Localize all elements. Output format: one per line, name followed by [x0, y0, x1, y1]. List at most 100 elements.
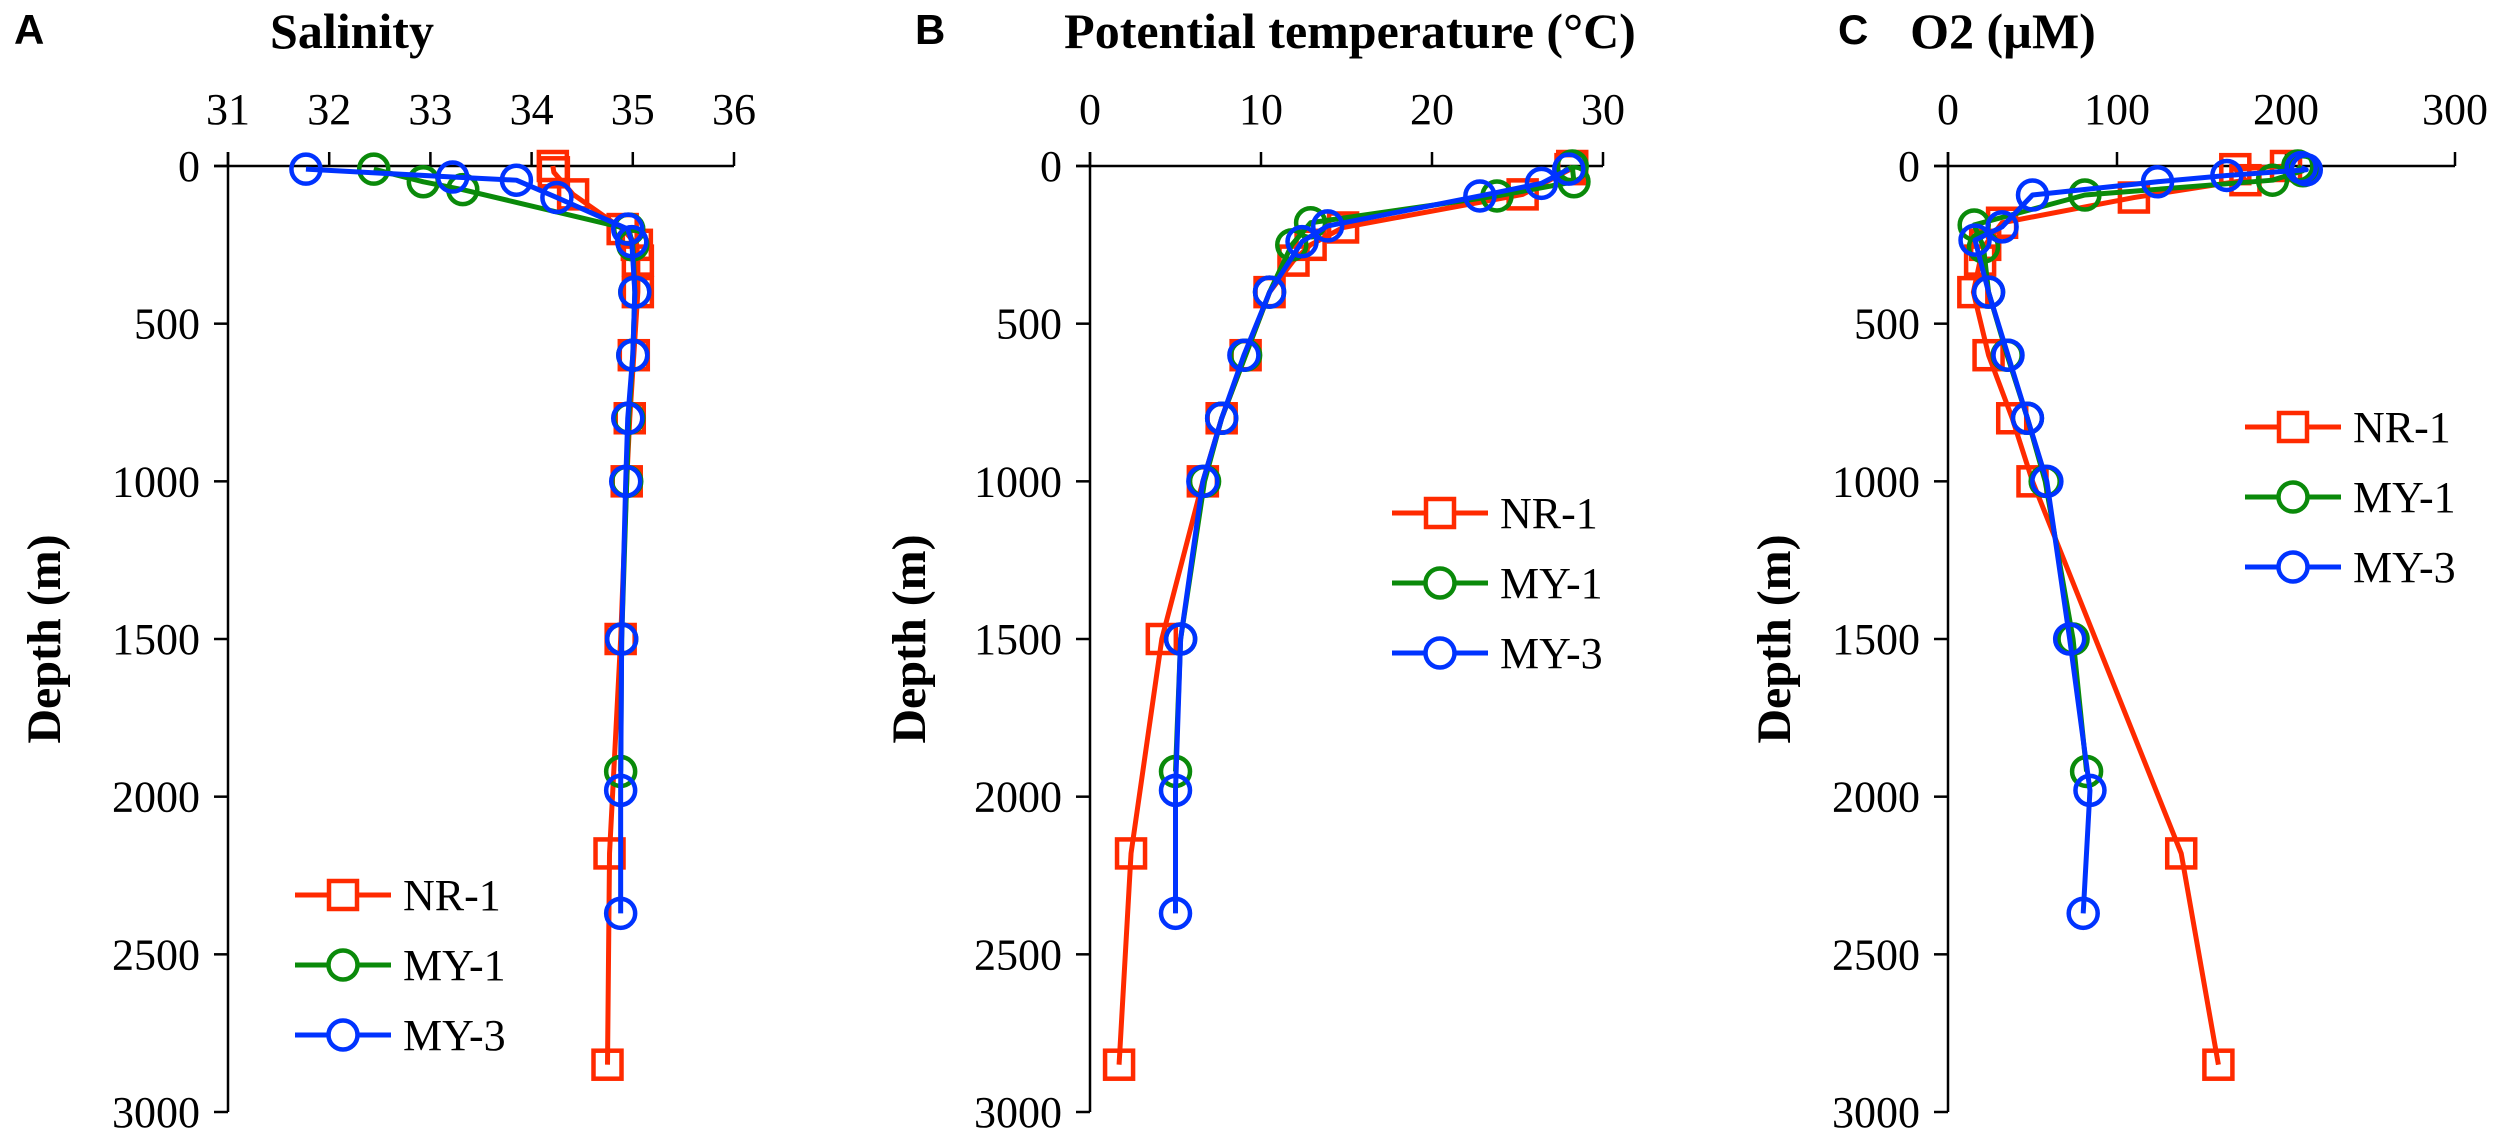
legend: NR-1 MY-1 MY-3 — [295, 871, 506, 1060]
legend-item: MY-3 — [2245, 543, 2456, 592]
x-tick-label: 36 — [712, 85, 756, 134]
legend: NR-1 MY-1 MY-3 — [1392, 489, 1603, 678]
panel-letter: C — [1838, 6, 1868, 53]
series-nr-1 — [1102, 149, 1589, 1081]
series-line — [1173, 166, 1570, 914]
data-point-circle — [603, 896, 638, 931]
x-tick-label: 100 — [2084, 85, 2150, 134]
data-point-square — [537, 156, 571, 189]
data-point-circle — [1158, 773, 1193, 808]
legend-item: NR-1 — [2245, 403, 2451, 452]
data-point-circle — [2015, 178, 2050, 212]
legend-item: MY-3 — [1392, 629, 1603, 678]
panel-b: B Potential temperature (°C) Depth (m) 0 10 2… — [883, 3, 1636, 1137]
y-tick-label: 2000 — [1832, 773, 1920, 822]
legend-circle-marker — [2276, 550, 2310, 584]
series-line — [1173, 165, 1577, 772]
data-point-circle — [1285, 224, 1319, 259]
legend-item: MY-1 — [1392, 559, 1603, 608]
data-point-circle — [2066, 896, 2100, 931]
data-point-circle — [289, 152, 323, 186]
series-line — [373, 166, 638, 772]
panel-c: C O2 (µM)Depth (m)0 100 200 3000500100015002… — [1748, 3, 2488, 1137]
data-point-circle — [1555, 149, 1589, 183]
legend-label: NR-1 — [403, 871, 501, 920]
data-point-circle — [2073, 773, 2107, 808]
series-my-3 — [1158, 152, 1586, 931]
data-point-circle — [2052, 622, 2087, 656]
y-axis-label: Depth (m) — [883, 534, 936, 743]
legend-label: MY-3 — [1500, 629, 1603, 678]
x-tick-label: 35 — [611, 85, 655, 134]
series-my-3 — [1958, 150, 2324, 931]
data-point-square — [2202, 1048, 2235, 1081]
x-tick-label: 0 — [1937, 85, 1959, 134]
legend-label: MY-1 — [1500, 559, 1603, 608]
data-point-circle — [499, 163, 534, 197]
panel-title: O2 (µM) — [1910, 3, 2096, 59]
data-point-circle — [604, 622, 639, 656]
y-tick-label: 500 — [134, 300, 200, 349]
data-point-square — [1114, 837, 1148, 870]
x-tick-label: 0 — [1079, 85, 1101, 134]
y-tick-label: 3000 — [112, 1088, 200, 1137]
legend-item: MY-1 — [2245, 473, 2456, 522]
legend-circle-marker — [326, 1018, 360, 1052]
legend-label: NR-1 — [1500, 489, 1598, 538]
data-point-circle — [1204, 401, 1239, 436]
data-point-circle — [2140, 165, 2175, 199]
series-my-3 — [289, 152, 652, 931]
y-tick-label: 500 — [996, 300, 1062, 349]
y-tick-label: 0 — [1898, 142, 1920, 191]
y-tick-label: 1000 — [974, 457, 1062, 506]
y-tick-label: 2000 — [974, 773, 1062, 822]
data-point-circle — [1524, 166, 1559, 201]
series-line — [1970, 163, 2287, 1066]
y-tick-label: 0 — [1040, 142, 1062, 191]
data-point-circle — [610, 401, 645, 436]
data-point-circle — [603, 773, 638, 808]
data-point-circle — [2010, 401, 2045, 436]
panel-a: A Salinity Depth (m) 31 32 33 34 35 36 0 500 1000 15… — [14, 3, 756, 1137]
y-tick-label: 3000 — [974, 1088, 1062, 1137]
data-point-square — [1145, 622, 1179, 656]
series-my-1 — [356, 152, 652, 789]
x-tick-label: 33 — [408, 85, 452, 134]
legend-circle-marker — [1423, 636, 1457, 670]
data-point-square — [1963, 244, 1997, 277]
x-tick-label: 32 — [307, 85, 351, 134]
legend: NR-1 MY-1 MY-3 — [2245, 403, 2456, 592]
series-my-1 — [1158, 149, 1591, 789]
data-point-circle — [540, 180, 574, 215]
series-nr-1 — [1957, 149, 2303, 1081]
data-point-circle — [615, 224, 649, 259]
legend-circle-marker — [2276, 480, 2310, 514]
data-point-circle — [1971, 275, 2006, 309]
data-point-square — [593, 837, 626, 870]
panel-title: Salinity — [270, 3, 434, 59]
data-point-circle — [2255, 163, 2290, 197]
y-tick-label: 0 — [178, 142, 200, 191]
data-point-circle — [1463, 179, 1497, 213]
data-point-circle — [1158, 896, 1193, 931]
x-tick-label: 34 — [510, 85, 554, 134]
legend-label: NR-1 — [2353, 403, 2451, 452]
y-tick-label: 3000 — [1832, 1088, 1920, 1137]
y-tick-label: 2500 — [112, 930, 200, 979]
data-point-circle — [435, 160, 470, 194]
x-tick-label: 300 — [2422, 85, 2488, 134]
legend-label: MY-3 — [403, 1011, 506, 1060]
y-tick-label: 500 — [1854, 300, 1920, 349]
data-point-circle — [2030, 464, 2064, 499]
x-tick-label: 30 — [1581, 85, 1625, 134]
y-axis-label: Depth (m) — [1748, 534, 1801, 743]
data-point-circle — [1163, 622, 1198, 656]
data-point-circle — [1552, 152, 1586, 186]
data-point-circle — [2068, 178, 2102, 212]
y-tick-label: 2500 — [1832, 930, 1920, 979]
legend-label: MY-1 — [403, 941, 506, 990]
legend-item: NR-1 — [1392, 489, 1598, 538]
panel-title: Potential temperature (°C) — [1064, 3, 1636, 59]
x-tick-label: 20 — [1410, 85, 1454, 134]
series-line — [1116, 164, 1575, 1065]
